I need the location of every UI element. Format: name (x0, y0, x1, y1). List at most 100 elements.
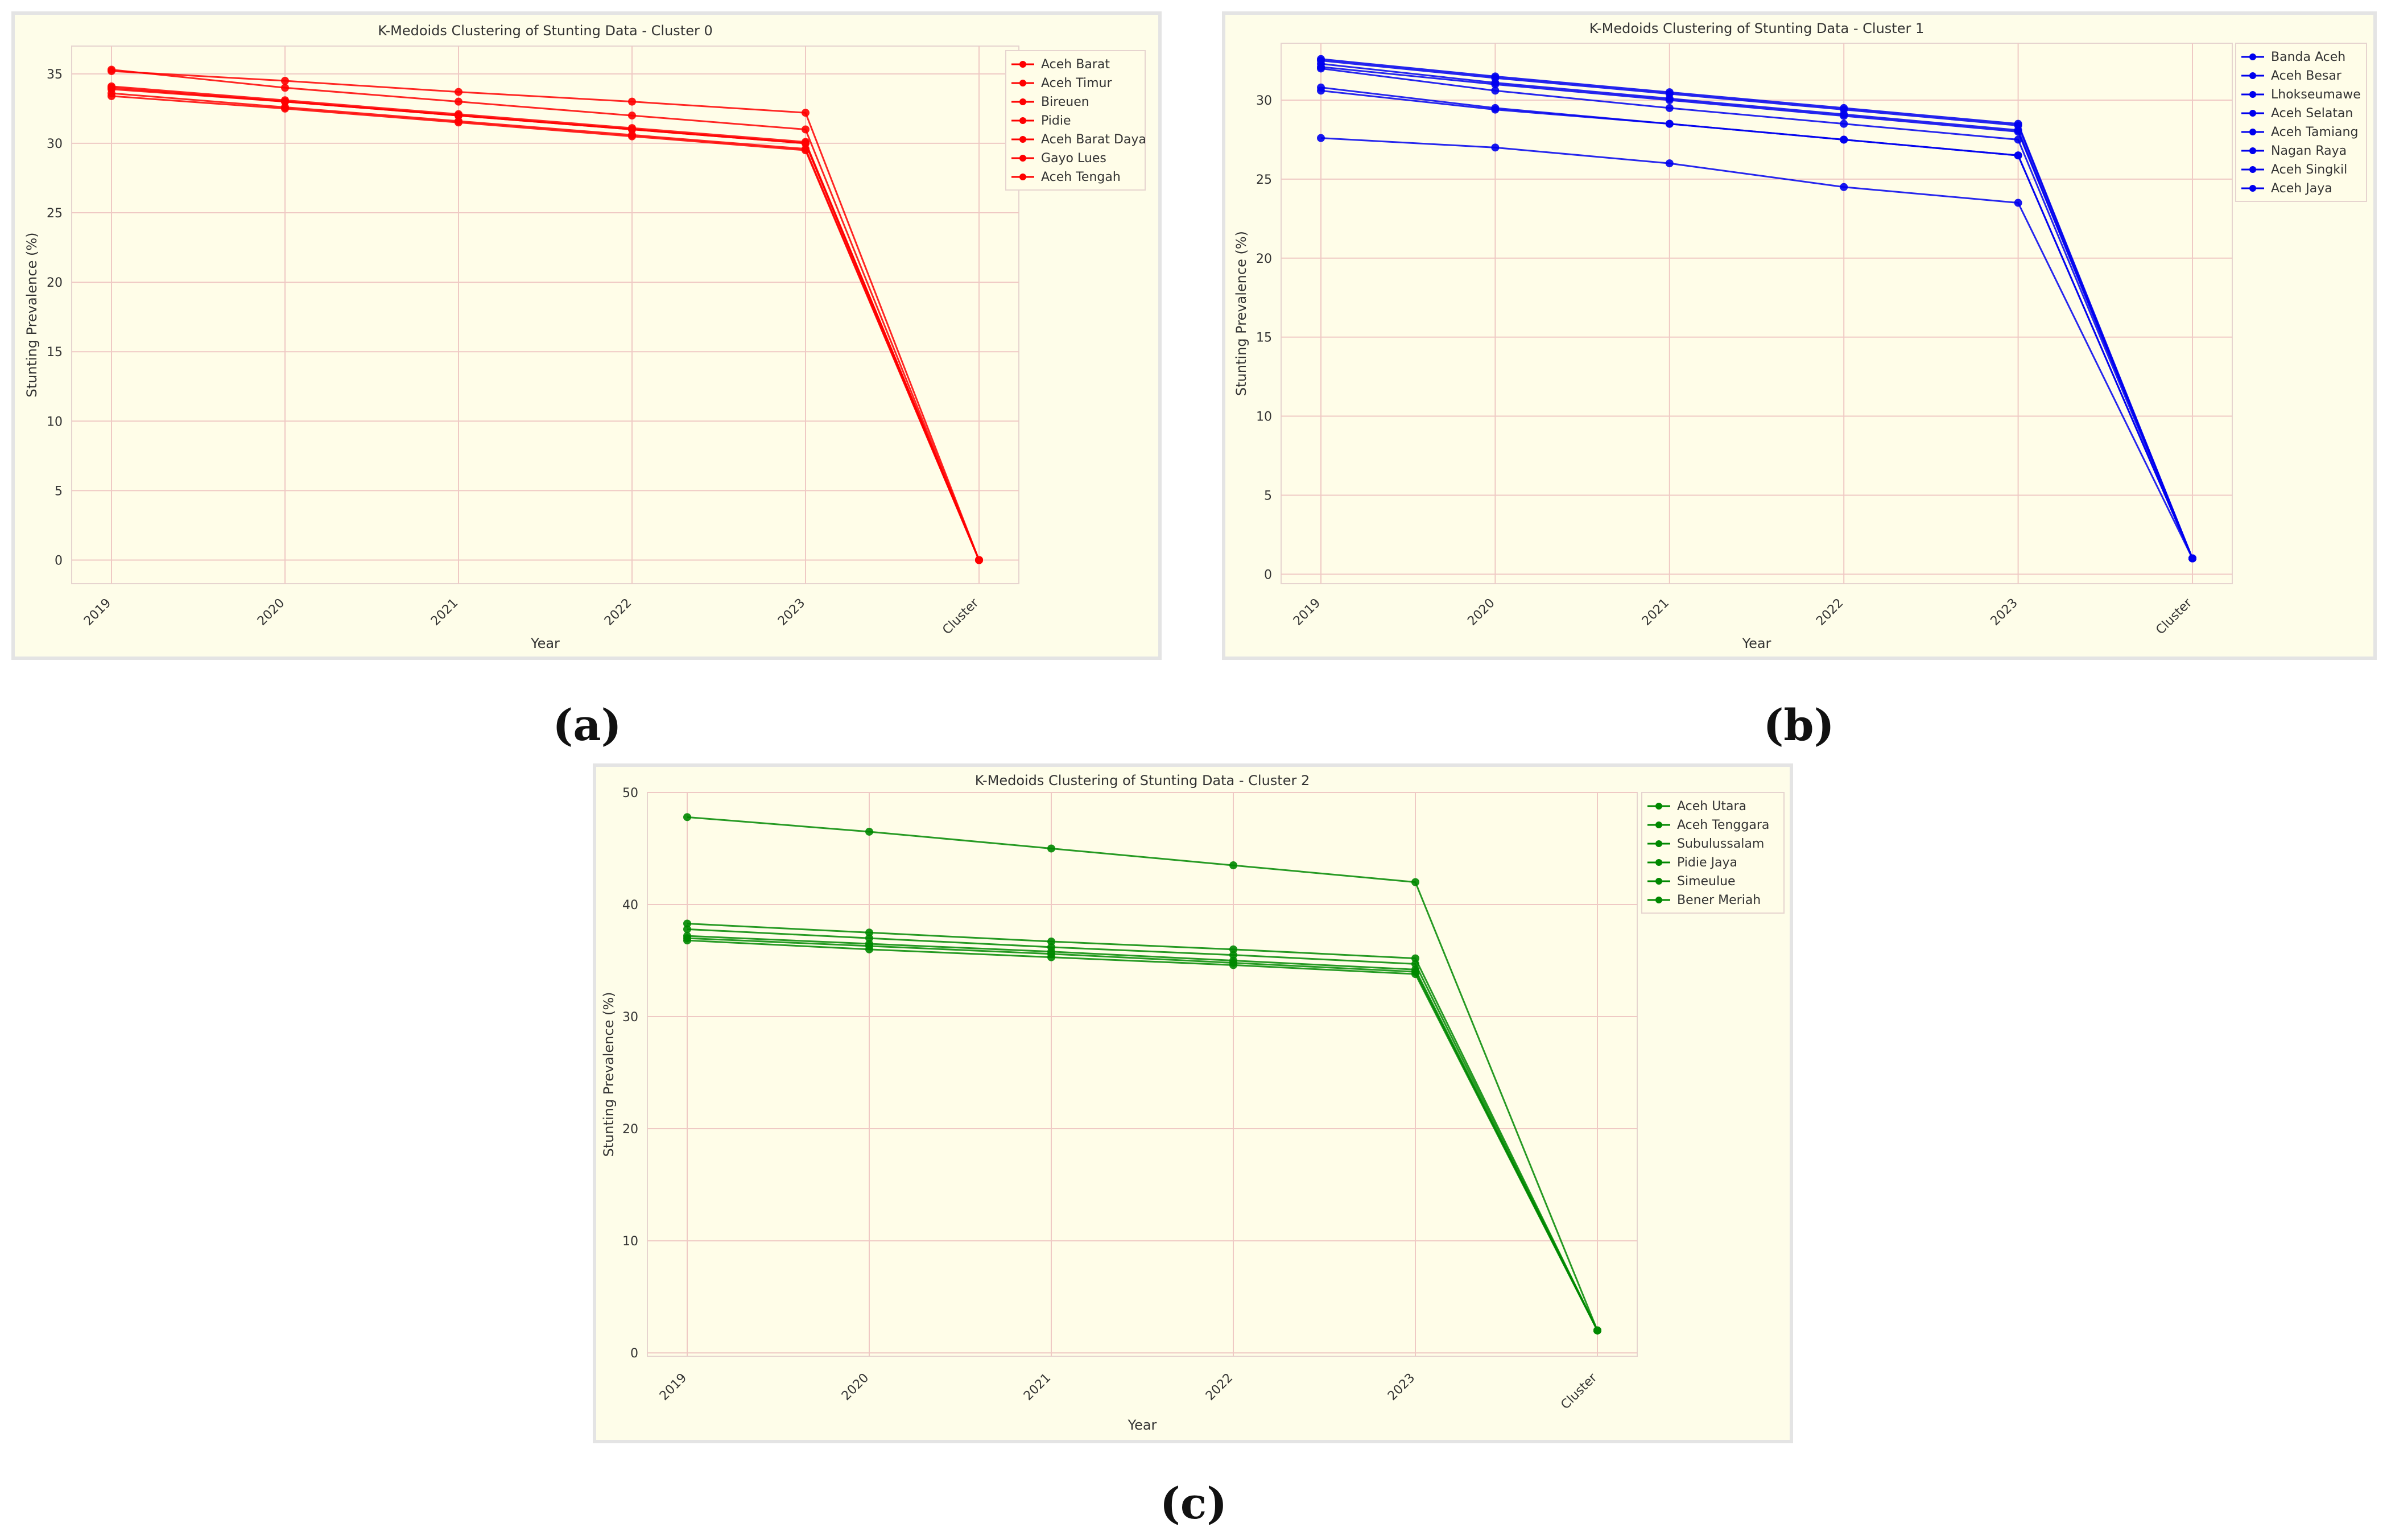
series-line (687, 928, 1599, 1331)
data-point (1665, 89, 1674, 98)
data-point (802, 109, 810, 117)
chart-svg-cluster-2: 0 10 20 30 40 50 2019 2020 2021 2022 2023 Cluster K-… (601, 773, 1785, 1433)
legend-marker (1655, 840, 1662, 847)
legend-entry: Subulussalam (1677, 837, 1764, 851)
chart-title: K-Medoids Clustering of Stunting Data - … (378, 23, 713, 39)
legend-marker (2249, 91, 2256, 98)
legend-marker (1655, 821, 1662, 828)
y-tick-label: 10 (622, 1235, 638, 1249)
data-point (1229, 959, 1237, 967)
chart-title: K-Medoids Clustering of Stunting Data - … (1589, 20, 1925, 36)
data-point (1411, 960, 1419, 968)
data-point (2188, 554, 2196, 563)
data-point (1411, 954, 1419, 963)
data-point (1840, 135, 1848, 144)
data-point (1491, 105, 1500, 114)
legend-entry: Bener Meriah (1677, 893, 1761, 907)
data-point (1491, 143, 1500, 152)
legend-entry: Aceh Tenggara (1677, 818, 1769, 832)
series-line (111, 70, 980, 561)
x-tick-label: 2022 (1203, 1371, 1236, 1403)
legend-marker (2249, 185, 2256, 192)
data-point (1229, 951, 1237, 959)
legend-marker (2249, 166, 2256, 173)
series-line (1320, 89, 2194, 559)
data-point (1317, 134, 1325, 142)
data-point (1840, 105, 1848, 114)
legend-entry: Simeulue (1677, 874, 1736, 889)
data-point (802, 139, 810, 147)
y-tick-label: 15 (47, 345, 63, 360)
series-line (687, 923, 1599, 1331)
data-point (281, 84, 289, 92)
legend-marker (1655, 859, 1662, 866)
x-tick-label: 2022 (602, 596, 634, 629)
x-tick-label: 2023 (775, 596, 808, 629)
data-point (683, 934, 691, 943)
series-line (111, 69, 980, 561)
legend-marker (1655, 897, 1662, 903)
data-point (975, 556, 983, 564)
caption-a: (a) (552, 700, 622, 750)
series-line (1320, 66, 2194, 559)
y-tick-label: 10 (47, 415, 63, 429)
y-tick-label: 30 (47, 137, 63, 151)
x-tick-label: 2021 (1021, 1371, 1054, 1403)
data-point (1665, 104, 1674, 112)
data-point (1047, 938, 1055, 946)
x-axis-label: Year (1128, 1417, 1157, 1433)
x-axis-label: Year (1742, 635, 1771, 651)
data-point (628, 132, 636, 141)
y-tick-label: 20 (47, 276, 63, 290)
y-tick-label: 20 (622, 1122, 638, 1137)
legend-entry: Bireuen (1041, 95, 1089, 109)
data-point (108, 92, 115, 100)
data-point (455, 118, 462, 127)
x-tick-label: Cluster (1558, 1370, 1600, 1413)
legend-marker (1655, 878, 1662, 885)
data-point (1840, 183, 1848, 191)
y-tick-label: 50 (622, 786, 638, 800)
data-point (1840, 119, 1848, 128)
data-point (1491, 86, 1500, 95)
chart-svg-cluster-0: 0 5 10 15 20 25 30 35 2019 2020 2021 2022 2023 Cluste… (24, 23, 1146, 651)
data-point (628, 97, 636, 106)
legend-entry: Lhokseumawe (2271, 88, 2361, 102)
legend-entry: Aceh Selatan (2271, 106, 2353, 121)
y-tick-label: 35 (47, 68, 63, 82)
data-point (683, 919, 691, 928)
data-point (2014, 151, 2022, 160)
data-point (1593, 1326, 1601, 1335)
y-tick-label: 25 (1256, 173, 1272, 187)
series-line (687, 937, 1599, 1331)
legend-entry: Aceh Tengah (1041, 170, 1121, 184)
chart-title: K-Medoids Clustering of Stunting Data - … (975, 773, 1310, 788)
legend-marker (1019, 61, 1026, 68)
legend-entry: Aceh Utara (1677, 799, 1746, 814)
data-point (1317, 56, 1325, 65)
legend-entry: Banda Aceh (2271, 50, 2345, 64)
series-line (1320, 60, 2194, 559)
data-point (1317, 63, 1325, 71)
x-tick-label: 2020 (839, 1371, 872, 1403)
data-point (865, 942, 873, 950)
legend-entry: Aceh Barat Daya (1041, 133, 1146, 147)
data-point (1047, 949, 1055, 958)
data-point (683, 813, 691, 821)
chart-panel-cluster-2: 0 10 20 30 40 50 2019 2020 2021 2022 2023 Cluster K-… (593, 763, 1793, 1443)
plot-area (71, 46, 1019, 584)
x-tick-label: 2019 (657, 1371, 689, 1403)
x-tick-label: 2023 (1385, 1371, 1418, 1403)
data-point (1229, 945, 1237, 953)
chart-panel-cluster-1: 0 5 10 15 20 25 30 2019 2020 2021 2022 2023 Cluster K… (1222, 11, 2377, 660)
legend-marker (1019, 155, 1026, 162)
data-point (1840, 112, 1848, 120)
series-line (1320, 67, 2194, 559)
data-point (865, 827, 873, 836)
legend-entry: Pidie Jaya (1677, 856, 1737, 870)
data-point (1047, 844, 1055, 853)
data-point (1229, 861, 1237, 870)
caption-b: (b) (1763, 700, 1835, 750)
caption-c: (c) (1159, 1478, 1228, 1529)
legend-entry: Aceh Timur (1041, 76, 1112, 90)
